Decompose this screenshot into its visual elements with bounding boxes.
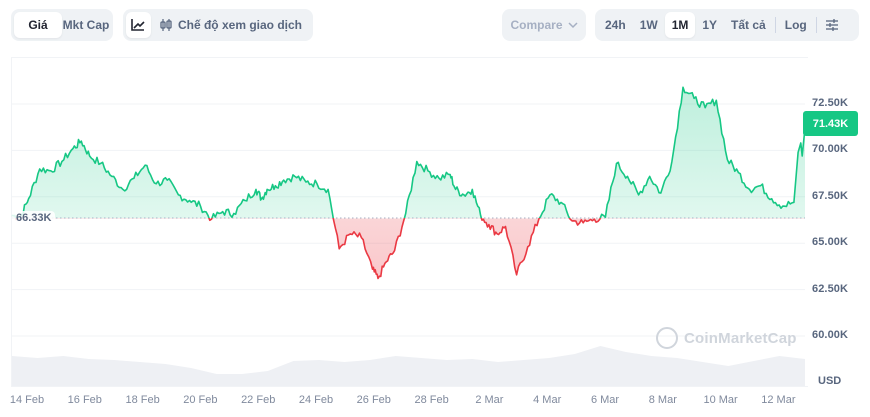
chart-mode-toggle: Chế độ xem giao dịch [123,9,313,41]
y-tick-label: 70.00K [812,143,849,156]
x-tick-label: 24 Feb [298,394,334,406]
y-tick-label: 72.50K [812,97,849,109]
x-tick-label: 28 Feb [414,394,449,406]
candlestick-icon [160,19,172,31]
log-scale-toggle[interactable]: Log [784,18,807,32]
x-tick-label: 16 Feb [67,394,102,406]
current-price-tag: 71.43K [803,111,858,136]
x-tick-label: 10 Mar [703,394,738,406]
tab-market-cap[interactable]: Mkt Cap [62,18,110,32]
chart-type-toggle: Giá Mkt Cap [11,9,113,41]
trading-view-button[interactable]: Chế độ xem giao dịch [151,12,310,38]
divider [774,17,776,33]
x-tick-label: 4 Mar [533,394,562,406]
chart-settings-button[interactable] [819,12,845,38]
x-tick-label: 20 Feb [183,394,218,406]
volume-bars [12,346,805,386]
x-tick-label: 8 Mar [648,394,677,406]
y-tick-label: 60.00K [812,329,849,341]
compare-dropdown[interactable]: Compare [502,9,586,41]
x-tick-label: 22 Feb [241,394,276,406]
y-tick-label: 65.00K [812,236,849,249]
chevron-down-icon [567,21,578,28]
trading-view-label: Chế độ xem giao dịch [177,18,302,32]
currency-label: USD [818,375,842,387]
coinmarketcap-watermark: CoinMarketCap [656,327,797,349]
range-1y[interactable]: 1Y [702,18,718,32]
x-tick-label: 6 Mar [590,394,620,406]
sliders-icon [825,19,838,31]
price-line [11,86,806,280]
coinmarketcap-logo-icon [656,327,678,349]
range-all[interactable]: Tất cả [731,18,766,32]
x-tick-label: 12 Mar [761,394,796,406]
price-area [12,87,805,279]
x-tick-label: 2 Mar [475,394,504,406]
watermark-text: CoinMarketCap [684,329,797,347]
time-range-selector: 24h 1W 1M 1Y Tất cả Log [595,9,859,41]
x-tick-label: 14 Feb [9,394,45,406]
line-chart-icon [131,19,146,31]
y-tick-label: 67.50K [812,189,849,202]
line-chart-button[interactable] [126,12,151,38]
range-1w[interactable]: 1W [639,18,658,32]
x-tick-label: 26 Feb [356,394,391,406]
chart-area[interactable] [11,57,808,387]
x-tick-label: 18 Feb [125,394,160,406]
range-24h[interactable]: 24h [605,18,626,32]
divider [815,17,817,33]
baseline-price-label: 66.33K [12,211,56,225]
compare-label: Compare [510,18,563,32]
range-1m[interactable]: 1M [664,12,696,38]
y-tick-label: 62.50K [812,282,849,295]
tab-price[interactable]: Giá [14,12,62,38]
chart-toolbar: Giá Mkt Cap Chế độ xem giao dịch Compare… [0,9,870,41]
